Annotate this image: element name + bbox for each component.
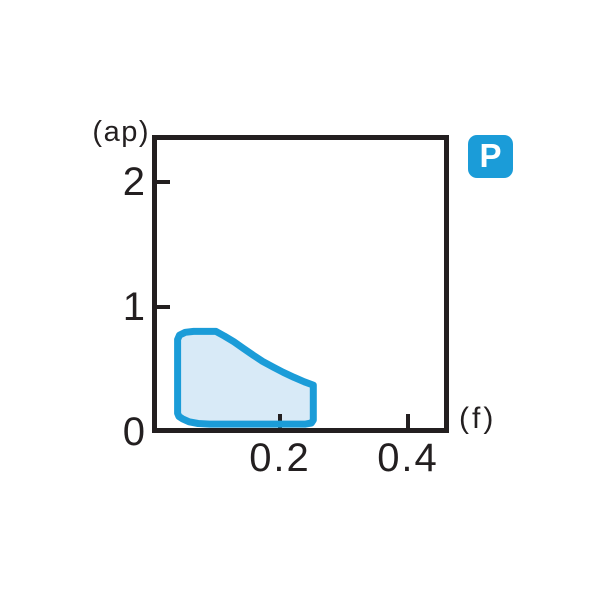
y-tick-mark <box>157 305 170 309</box>
y-tick-label: 1 <box>122 285 147 329</box>
x-tick-label: 0.2 <box>249 436 311 480</box>
recommended-range-fill-shape <box>177 331 314 425</box>
material-grade-badge: P <box>468 135 513 178</box>
plot-area <box>152 135 449 433</box>
y-tick-mark <box>157 180 170 184</box>
y-tick-label: 0 <box>122 410 147 454</box>
x-axis-label: (f) <box>459 402 497 435</box>
x-tick-label: 0.4 <box>377 436 439 480</box>
recommended-range-outline <box>174 327 317 428</box>
material-grade-badge-label: P <box>479 137 502 174</box>
x-tick-mark <box>406 414 410 428</box>
y-axis-label: (ap) <box>92 116 150 148</box>
y-tick-label: 2 <box>122 160 147 204</box>
recommended-range-outline-shape <box>174 327 317 428</box>
recommended-range-fill <box>177 331 314 425</box>
